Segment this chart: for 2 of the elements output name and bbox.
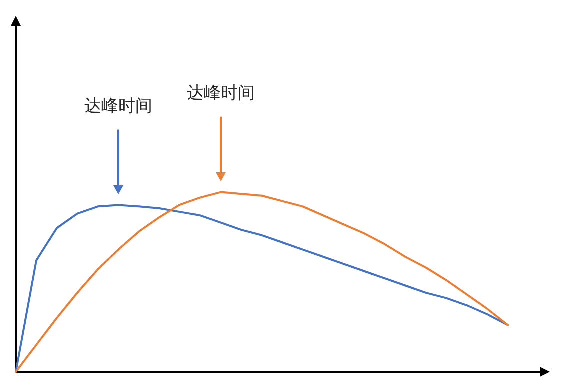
text: 达峰时间 bbox=[84, 96, 152, 116]
text: 达峰时间 bbox=[187, 83, 255, 104]
